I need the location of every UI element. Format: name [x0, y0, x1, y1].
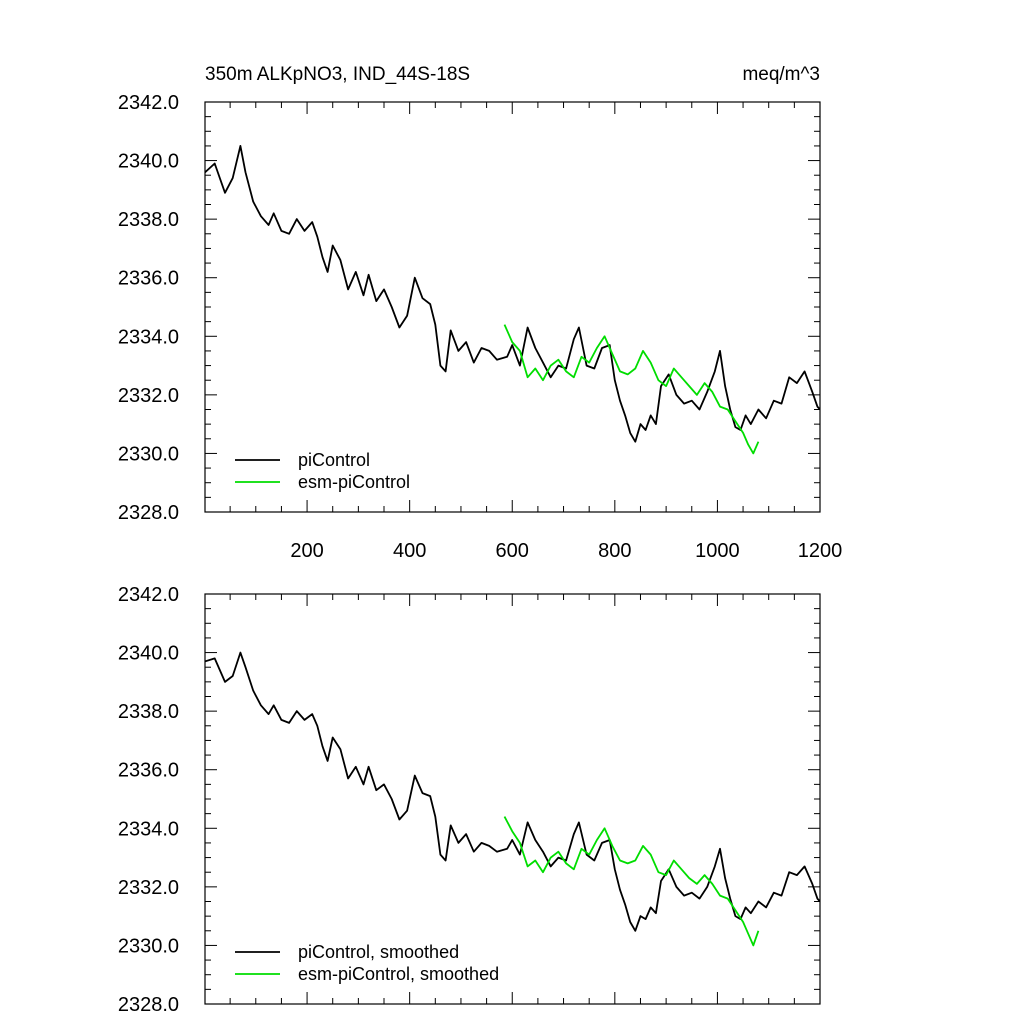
x-tick-label: 600	[496, 540, 529, 562]
legend-label: esm-piControl	[298, 472, 410, 492]
series-line	[205, 651, 820, 932]
series-line	[205, 145, 820, 443]
y-tick-label: 2328.0	[118, 502, 179, 524]
y-tick-label: 2332.0	[118, 877, 179, 899]
y-tick-label: 2342.0	[118, 584, 179, 606]
y-tick-label: 2336.0	[118, 760, 179, 782]
x-tick-label: 400	[393, 540, 426, 562]
y-tick-label: 2336.0	[118, 268, 179, 290]
y-tick-label: 2340.0	[118, 643, 179, 665]
chart-units: meq/m^3	[742, 64, 820, 85]
chart-title: 350m ALKpNO3, IND_44S-18S	[205, 64, 470, 85]
legend-label: piControl, smoothed	[298, 942, 459, 962]
chart-panel-2: 2328.0 2330.0 2332.0 2334.0 2336.0 2338.0 2340…	[118, 584, 821, 1016]
y-tick-label: 2338.0	[118, 209, 179, 231]
y-tick-label: 2340.0	[118, 151, 179, 173]
series-line	[503, 324, 760, 455]
y-tick-label: 2342.0	[118, 92, 179, 114]
x-tick-label: 1200	[798, 540, 843, 562]
y-tick-label: 2330.0	[118, 443, 179, 465]
y-tick-label: 2338.0	[118, 701, 179, 723]
chart-panel-1: 2328.0 2330.0 2332.0 2334.0 2336.0 2338.0 2340…	[118, 64, 842, 562]
y-tick-label: 2332.0	[118, 385, 179, 407]
series-line	[503, 816, 760, 947]
x-tick-label: 800	[598, 540, 631, 562]
x-tick-label: 200	[290, 540, 323, 562]
legend-label: esm-piControl, smoothed	[298, 964, 499, 984]
x-tick-label: 1000	[695, 540, 740, 562]
y-tick-label: 2334.0	[118, 326, 179, 348]
y-tick-label: 2334.0	[118, 818, 179, 840]
y-tick-label: 2328.0	[118, 994, 179, 1016]
legend-label: piControl	[298, 450, 370, 470]
y-tick-label: 2330.0	[118, 935, 179, 957]
